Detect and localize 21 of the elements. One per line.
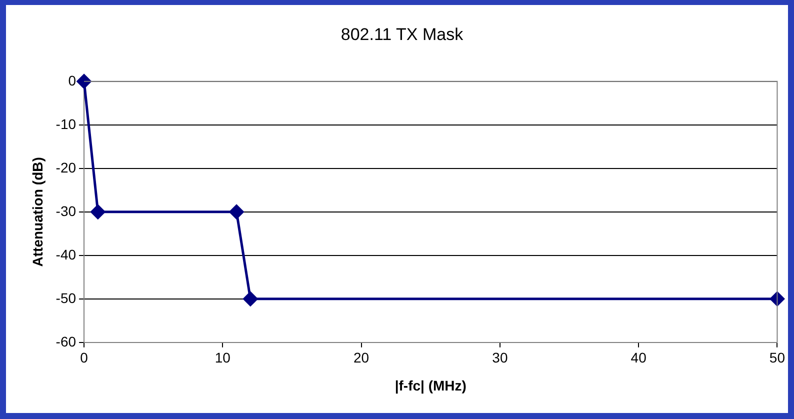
y-tick-label: -60 xyxy=(56,333,76,350)
y-tick-label: -20 xyxy=(56,159,76,176)
y-tick-label: -30 xyxy=(56,202,76,219)
x-tick-label: 50 xyxy=(769,350,786,366)
x-tick-label: 20 xyxy=(354,350,370,366)
x-tick-label: 10 xyxy=(214,350,231,366)
x-axis-title: |f-fc| (MHz) xyxy=(394,377,466,394)
x-tick-label: 30 xyxy=(492,350,508,366)
point xyxy=(243,292,258,306)
y-axis-title: Attenuation (dB) xyxy=(29,157,46,267)
chart-title: 802.11 TX Mask xyxy=(340,24,464,44)
point xyxy=(229,204,244,220)
point xyxy=(90,204,106,220)
x-tick-label: 0 xyxy=(80,350,88,366)
y-tick-label: -10 xyxy=(56,116,76,132)
y-tick-label: -50 xyxy=(56,290,76,306)
point xyxy=(770,292,784,306)
point xyxy=(76,74,92,89)
y-tick-label: -40 xyxy=(56,246,76,262)
y-tick-label: 0 xyxy=(68,72,76,88)
x-tick-label: 40 xyxy=(630,350,647,366)
